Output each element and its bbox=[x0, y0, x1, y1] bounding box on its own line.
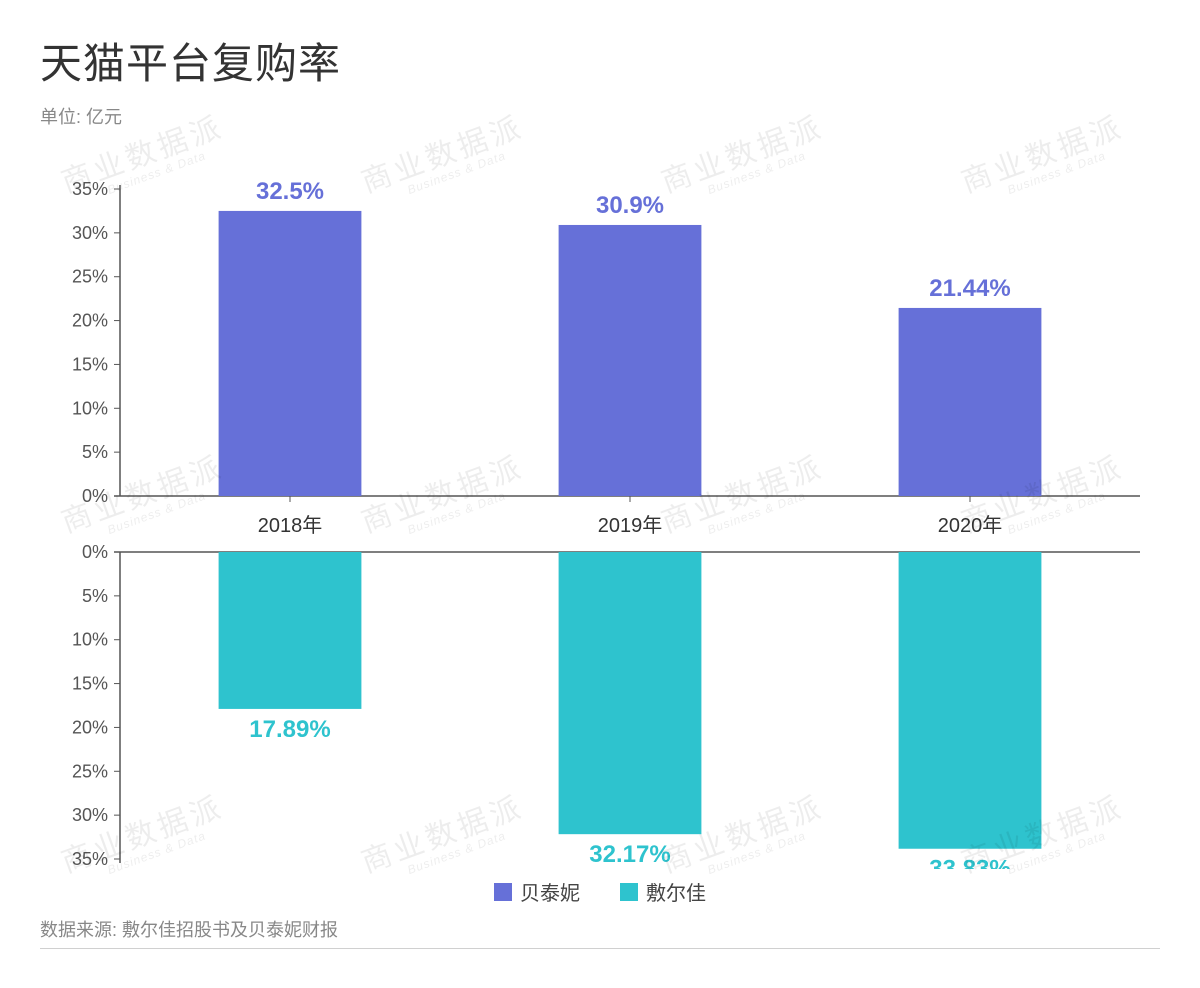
category-label: 2019年 bbox=[598, 514, 663, 537]
bar-down bbox=[899, 552, 1042, 849]
legend-item: 敷尔佳 bbox=[620, 877, 706, 906]
chart-subtitle: 单位: 亿元 bbox=[40, 103, 1160, 129]
category-label: 2018年 bbox=[258, 514, 323, 537]
svg-text:35%: 35% bbox=[72, 179, 108, 199]
bar-up bbox=[219, 211, 362, 496]
svg-text:10%: 10% bbox=[72, 630, 108, 650]
bar-down bbox=[219, 552, 362, 709]
bar-up bbox=[899, 308, 1042, 496]
svg-text:20%: 20% bbox=[72, 717, 108, 737]
legend-swatch bbox=[620, 883, 638, 901]
legend-item: 贝泰妮 bbox=[494, 877, 580, 906]
legend-label: 敷尔佳 bbox=[646, 877, 706, 906]
value-label-down: 32.17% bbox=[589, 841, 670, 868]
legend: 贝泰妮 敷尔佳 bbox=[40, 877, 1160, 906]
svg-text:10%: 10% bbox=[72, 398, 108, 418]
legend-label: 贝泰妮 bbox=[520, 877, 580, 906]
svg-text:35%: 35% bbox=[72, 849, 108, 869]
divider bbox=[40, 948, 1160, 949]
source-label: 数据来源: 敷尔佳招股书及贝泰妮财报 bbox=[40, 916, 1160, 942]
bar-up bbox=[559, 225, 702, 496]
category-label: 2020年 bbox=[938, 514, 1003, 537]
mirrored-bar-chart: 0% 5% 10% 15% 20% 25% 30% 35% 0% 5% 10% 15% 20% 25% 30… bbox=[40, 149, 1160, 869]
svg-text:15%: 15% bbox=[72, 674, 108, 694]
chart-title: 天猫平台复购率 bbox=[40, 30, 1160, 91]
svg-text:5%: 5% bbox=[82, 442, 108, 462]
value-label-down: 33.83% bbox=[929, 856, 1010, 869]
svg-text:30%: 30% bbox=[72, 223, 108, 243]
bar-down bbox=[559, 552, 702, 834]
chart-area: 0% 5% 10% 15% 20% 25% 30% 35% 0% 5% 10% 15% 20% 25% 30… bbox=[40, 149, 1160, 869]
svg-text:5%: 5% bbox=[82, 586, 108, 606]
svg-text:15%: 15% bbox=[72, 354, 108, 374]
value-label-up: 30.9% bbox=[596, 192, 664, 219]
svg-text:20%: 20% bbox=[72, 311, 108, 331]
svg-text:0%: 0% bbox=[82, 486, 108, 506]
value-label-up: 32.5% bbox=[256, 178, 324, 205]
svg-text:0%: 0% bbox=[82, 542, 108, 562]
legend-swatch bbox=[494, 883, 512, 901]
svg-text:25%: 25% bbox=[72, 267, 108, 287]
value-label-up: 21.44% bbox=[929, 275, 1010, 302]
svg-text:30%: 30% bbox=[72, 805, 108, 825]
svg-text:25%: 25% bbox=[72, 761, 108, 781]
value-label-down: 17.89% bbox=[249, 716, 330, 743]
